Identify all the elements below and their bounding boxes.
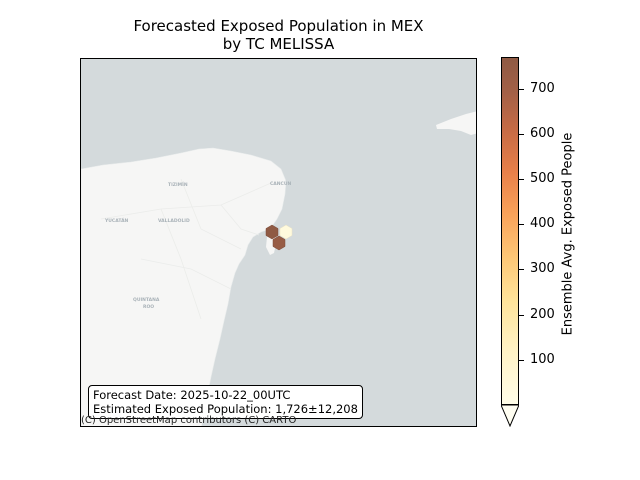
colorbar-tick bbox=[519, 269, 524, 271]
colorbar-tick bbox=[519, 133, 524, 135]
colorbar-min-extension bbox=[501, 405, 519, 427]
road-network bbox=[100, 178, 272, 320]
basemap: TIZIMÍN CANCÚN YUCATÁN VALLADOLID QUINTA… bbox=[81, 111, 476, 426]
colorbar-tick-label: 400 bbox=[530, 216, 555, 232]
colorbar-tick bbox=[519, 359, 524, 361]
colorbar-tick-label: 100 bbox=[530, 351, 555, 367]
colorbar-label: Ensemble Avg. Exposed People bbox=[560, 132, 576, 336]
exposure-hex-cell[interactable] bbox=[265, 224, 279, 240]
colorbar-tick bbox=[519, 314, 524, 316]
map-panel[interactable]: TIZIMÍN CANCÚN YUCATÁN VALLADOLID QUINTA… bbox=[80, 58, 477, 427]
colorbar-tick bbox=[519, 179, 524, 181]
map-attribution: (C) OpenStreetMap contributors (C) CARTO bbox=[81, 415, 297, 426]
colorbar-tick-label: 200 bbox=[530, 306, 555, 322]
colorbar-tick bbox=[519, 88, 524, 90]
map-label-1: TIZIMÍN bbox=[168, 180, 188, 188]
colorbar-tick-label: 300 bbox=[530, 261, 555, 277]
exposure-hex-cell[interactable] bbox=[279, 224, 293, 240]
title-line-1: Forecasted Exposed Population in MEX bbox=[133, 17, 424, 35]
map-label-6: ROO bbox=[143, 304, 154, 310]
colorbar-tick bbox=[519, 224, 524, 226]
map-label-5: QUINTANA bbox=[133, 297, 160, 303]
cuba-land bbox=[436, 111, 476, 135]
yucatan-land bbox=[81, 147, 287, 426]
map-title: Forecasted Exposed Population in MEX by … bbox=[80, 17, 477, 53]
colorbar-tick-label: 600 bbox=[530, 125, 555, 141]
forecast-date: Forecast Date: 2025-10-22_00UTC bbox=[93, 388, 291, 402]
title-line-2: by TC MELISSA bbox=[222, 35, 335, 53]
exposure-hex-cell[interactable] bbox=[272, 235, 286, 251]
map-label-2: CANCÚN bbox=[270, 180, 292, 187]
colorbar-tick-label: 500 bbox=[530, 171, 555, 187]
colorbar bbox=[501, 57, 519, 405]
forecast-info-box: Forecast Date: 2025-10-22_00UTC Estimate… bbox=[88, 385, 363, 419]
map-label-4: VALLADOLID bbox=[158, 218, 190, 224]
colorbar-tick-label: 700 bbox=[530, 80, 555, 96]
map-label-3: YUCATÁN bbox=[104, 217, 129, 224]
exposed-population: Estimated Exposed Population: 1,726±12,2… bbox=[93, 402, 358, 416]
